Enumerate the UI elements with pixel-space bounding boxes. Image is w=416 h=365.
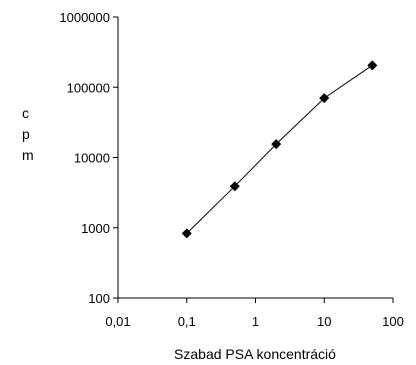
y-tick-label: 100000 xyxy=(67,80,110,95)
y-tick-label: 1000000 xyxy=(59,10,110,25)
series-layer xyxy=(181,60,378,239)
y-tick-label: 100 xyxy=(88,291,110,306)
axes xyxy=(117,17,393,299)
data-point-marker xyxy=(229,181,240,192)
x-axis-title: Szabad PSA koncentráció xyxy=(174,346,336,362)
y-ticks: 100 1000 10000 100000 1000000 xyxy=(59,10,118,306)
x-tick-label: 1 xyxy=(252,314,259,329)
y-axis-title-line-1: c xyxy=(22,105,29,121)
data-point-marker xyxy=(367,60,378,71)
x-tick-label: 0,1 xyxy=(178,314,196,329)
x-tick-label: 0,01 xyxy=(105,314,130,329)
x-tick-label: 100 xyxy=(382,314,404,329)
y-axis-title-line-3: m xyxy=(22,147,34,163)
data-point-marker xyxy=(319,93,330,104)
series-line xyxy=(186,64,373,234)
y-tick-label: 1000 xyxy=(81,221,110,236)
x-tick-label: 10 xyxy=(317,314,331,329)
y-tick-label: 10000 xyxy=(74,151,110,166)
y-axis-title-line-2: p xyxy=(22,126,30,142)
x-ticks: 0,01 0,1 1 10 100 xyxy=(105,298,404,329)
data-point-marker xyxy=(271,139,282,150)
data-point-marker xyxy=(181,228,192,239)
